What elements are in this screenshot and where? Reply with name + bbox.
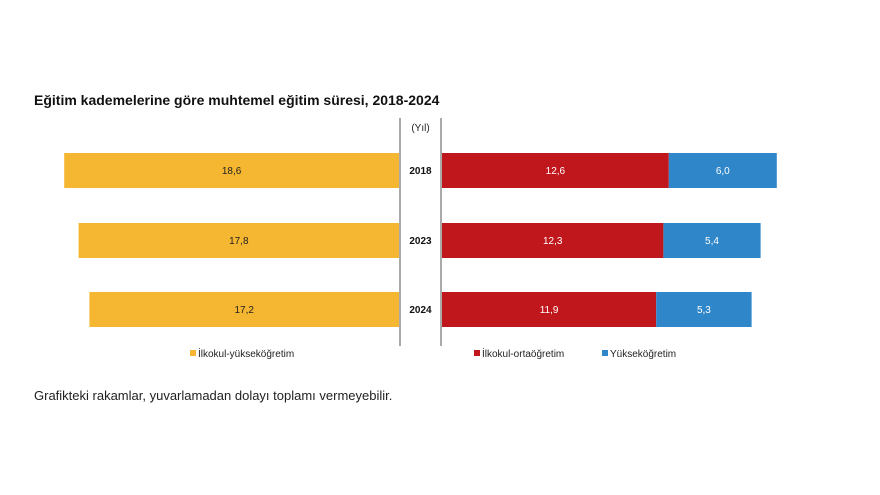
legend-label-yuksekogretim: Yükseköğretim (610, 349, 676, 360)
bar-ilkokul-ortaogretim-2023 (442, 223, 664, 258)
data-label-ilkokul-yuksekogretim-2023: 17,8 (229, 236, 249, 247)
bar-yuksekogretim-2024 (656, 292, 752, 327)
category-label-2024: 2024 (409, 305, 432, 316)
legend-swatch-ilkokul-yuksekogretim (190, 350, 196, 356)
bar-yuksekogretim-2023 (663, 223, 761, 258)
bar-ilkokul-ortaogretim-2024 (442, 292, 657, 327)
data-label-yuksekogretim-2023: 5,4 (705, 236, 719, 247)
data-label-yuksekogretim-2024: 5,3 (697, 305, 711, 316)
data-label-ilkokul-yuksekogretim-2024: 17,2 (234, 305, 254, 316)
bar-ilkokul-yuksekogretim-2023 (78, 223, 399, 258)
chart-title: Eğitim kademelerine göre muhtemel eğitim… (34, 92, 440, 108)
bar-ilkokul-ortaogretim-2018 (442, 153, 669, 188)
axis-unit-label: (Yıl) (411, 123, 429, 134)
legend-label-ilkokul-ortaogretim: İlkokul-ortaöğretim (482, 347, 564, 360)
chart-legend: İlkokul-yükseköğretim İlkokul-ortaöğretim… (190, 347, 676, 360)
bar-yuksekogretim-2018 (668, 153, 777, 188)
legend-swatch-ilkokul-ortaogretim (474, 350, 480, 356)
data-label-ilkokul-ortaogretim-2018: 12,6 (546, 166, 566, 177)
legend-swatch-yuksekogretim (602, 350, 608, 356)
data-label-ilkokul-ortaogretim-2024: 11,9 (540, 305, 559, 316)
data-label-ilkokul-yuksekogretim-2018: 18,6 (222, 166, 242, 177)
bar-ilkokul-yuksekogretim-2018 (64, 153, 399, 188)
data-label-ilkokul-ortaogretim-2023: 12,3 (543, 236, 563, 247)
category-label-2018: 2018 (409, 166, 432, 177)
legend-label-ilkokul-yuksekogretim: İlkokul-yükseköğretim (198, 347, 294, 360)
category-label-2023: 2023 (409, 236, 432, 247)
footnote: Grafikteki rakamlar, yuvarlamadan dolayı… (34, 388, 393, 403)
bar-ilkokul-yuksekogretim-2024 (89, 292, 400, 327)
chart-marks: 18,6 2018 12,6 6,0 17,8 2023 12,3 5,4 17,2 2024 11… (64, 153, 777, 327)
data-label-yuksekogretim-2018: 6,0 (716, 166, 730, 177)
